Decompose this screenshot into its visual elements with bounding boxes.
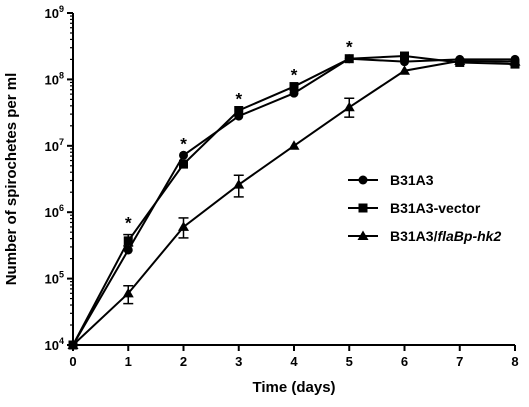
data-point-triangle	[454, 55, 466, 65]
x-tick-label: 0	[69, 354, 76, 369]
data-point-square	[234, 106, 244, 116]
y-tick-exponent: 7	[59, 137, 64, 147]
data-point-triangle	[288, 140, 300, 150]
series-triangle	[67, 55, 521, 349]
y-axis-title: Number of spirochetes per ml	[3, 73, 20, 286]
data-point-triangle	[233, 179, 245, 189]
y-tick-base: 10	[45, 139, 59, 154]
y-tick-base: 10	[45, 205, 59, 220]
y-tick-label: 108	[45, 70, 64, 87]
data-point-square	[400, 51, 409, 61]
y-tick-exponent: 6	[59, 203, 64, 213]
data-point-triangle	[178, 221, 189, 231]
y-tick-label: 104	[45, 336, 64, 353]
significance-marker: *	[346, 38, 353, 57]
y-tick-label: 109	[45, 4, 64, 21]
y-tick-exponent: 4	[59, 336, 64, 346]
data-point-triangle	[67, 339, 79, 349]
y-tick-label: 106	[45, 203, 64, 220]
y-tick-label: 105	[45, 270, 64, 287]
legend-label: B31A3	[390, 172, 434, 188]
y-tick-base: 10	[45, 6, 59, 21]
legend-label: B31A3-vector	[390, 200, 481, 216]
y-tick-label: 107	[45, 137, 64, 154]
y-tick-base: 10	[45, 338, 59, 353]
x-tick-label: 4	[290, 354, 298, 369]
x-tick-label: 5	[346, 354, 353, 369]
data-point-triangle	[509, 56, 521, 66]
series-layer	[67, 51, 521, 350]
x-axis-title: Time (days)	[252, 379, 335, 396]
x-tick-label: 3	[235, 354, 242, 369]
x-tick-label: 1	[125, 354, 132, 369]
significance-marker: *	[180, 134, 187, 153]
y-tick-base: 10	[45, 72, 59, 87]
legend: B31A3 B31A3-vector B31A3/flaBp-hk2	[348, 172, 501, 244]
x-tick-label: 8	[511, 354, 518, 369]
legend-marker-circle	[358, 175, 368, 185]
data-point-triangle	[122, 287, 134, 298]
data-point-square	[289, 82, 299, 92]
legend-label-italic: flaBp-hk2	[437, 228, 501, 244]
significance-marker: *	[235, 90, 242, 109]
legend-label-plain: B31A3/	[390, 228, 438, 244]
x-tick-label: 2	[180, 354, 187, 369]
legend-label: B31A3/flaBp-hk2	[390, 228, 501, 244]
y-tick-exponent: 9	[59, 4, 64, 14]
significance-marker: *	[125, 214, 132, 233]
data-point-square	[123, 236, 133, 246]
y-tick-exponent: 5	[59, 270, 64, 280]
data-point-square	[344, 54, 354, 64]
data-point-triangle	[343, 101, 355, 112]
data-point-square	[179, 159, 188, 169]
legend-item: B31A3	[348, 172, 434, 188]
data-point-circle	[123, 245, 133, 255]
legend-item: B31A3-vector	[348, 200, 481, 216]
y-tick-base: 10	[45, 272, 59, 287]
x-tick-label: 7	[456, 354, 463, 369]
legend-item: B31A3/flaBp-hk2	[348, 228, 501, 244]
data-point-triangle	[399, 65, 410, 75]
x-tick-label: 6	[401, 354, 408, 369]
legend-marker-square	[358, 203, 368, 213]
legend-marker-triangle	[357, 230, 369, 240]
significance-marker: *	[291, 66, 298, 85]
data-point-circle	[179, 150, 188, 160]
annotation-layer: * * * * *	[125, 38, 353, 233]
y-tick-exponent: 8	[59, 70, 64, 80]
